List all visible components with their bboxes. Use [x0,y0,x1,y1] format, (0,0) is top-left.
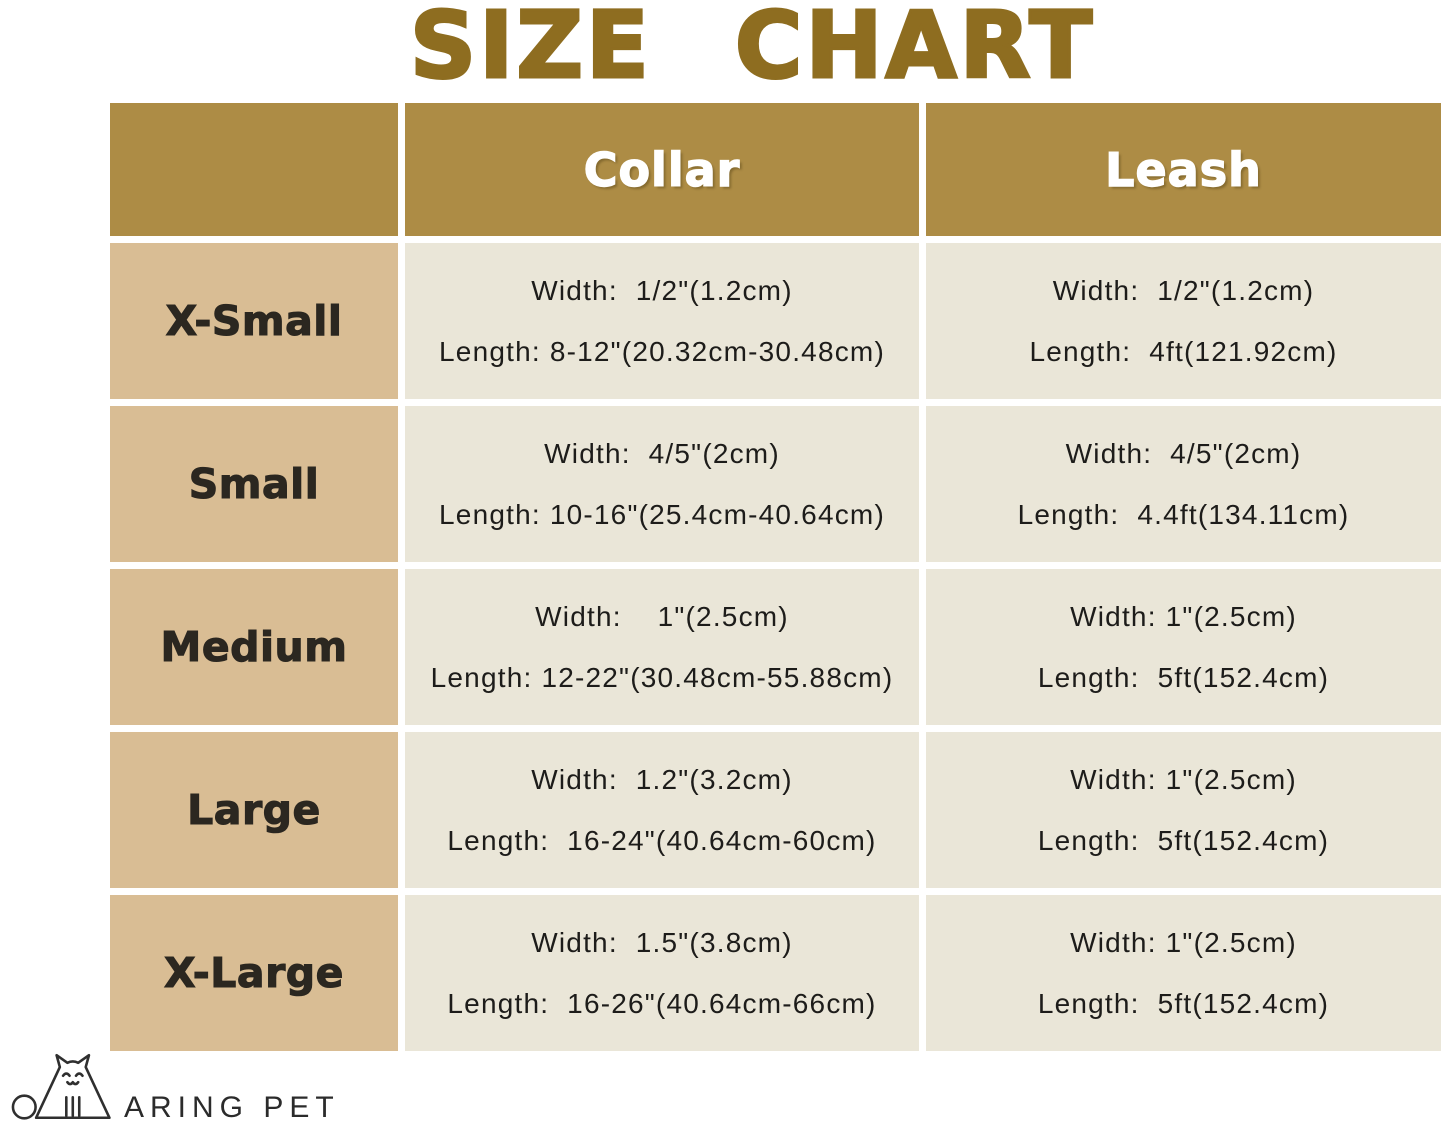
collar-width-value: Width: 1.2"(3.2cm) [531,763,793,795]
leash-width-value: Width: 1"(2.5cm) [1070,763,1297,795]
brand-name: ARING PET [124,1091,340,1124]
size-label-cell-small: Small [110,406,398,562]
leash-width-value: Width: 4/5"(2cm) [1065,437,1302,469]
cat-logo-icon [10,1052,114,1126]
leash-cell-xsmall: Width: 1/2"(1.2cm) Length: 4ft(121.92cm) [926,243,1441,399]
collar-cell-xlarge: Width: 1.5"(3.8cm) Length: 16-26"(40.64c… [405,895,919,1051]
leash-width-value: Width: 1"(2.5cm) [1070,926,1297,958]
collar-length-value: Length: 10-16"(25.4cm-40.64cm) [439,498,885,530]
leash-length-value: Length: 5ft(152.4cm) [1037,987,1330,1019]
collar-width-value: Width: 1/2"(1.2cm) [531,274,793,306]
header-cell-collar: Collar [405,103,919,236]
leash-length-value: Length: 4ft(121.92cm) [1029,335,1338,367]
size-label: X-Small [165,296,343,345]
collar-width-value: Width: 4/5"(2cm) [544,437,780,469]
header-cell-empty [110,103,398,236]
size-label: Large [187,785,321,834]
collar-length-value: Length: 12-22"(30.48cm-55.88cm) [430,661,894,693]
leash-cell-medium: Width: 1"(2.5cm) Length: 5ft(152.4cm) [926,569,1441,725]
collar-cell-large: Width: 1.2"(3.2cm) Length: 16-24"(40.64c… [405,732,919,888]
size-label-cell-xsmall: X-Small [110,243,398,399]
leash-length-value: Length: 4.4ft(134.11cm) [1017,498,1350,530]
collar-cell-xsmall: Width: 1/2"(1.2cm) Length: 8-12"(20.32cm… [405,243,919,399]
size-label: Small [188,459,320,508]
collar-length-value: Length: 8-12"(20.32cm-30.48cm) [439,335,885,367]
size-label-cell-large: Large [110,732,398,888]
collar-column-header: Collar [583,142,741,197]
header-cell-leash: Leash [926,103,1441,236]
size-label: Medium [160,622,348,671]
collar-width-value: Width: 1"(2.5cm) [535,600,789,632]
leash-length-value: Length: 5ft(152.4cm) [1037,824,1330,856]
collar-length-value: Length: 16-24"(40.64cm-60cm) [447,824,877,856]
collar-length-value: Length: 16-26"(40.64cm-66cm) [447,987,877,1019]
leash-cell-large: Width: 1"(2.5cm) Length: 5ft(152.4cm) [926,732,1441,888]
page-title: SIZE CHART [408,0,1096,99]
size-label-cell-medium: Medium [110,569,398,725]
size-label-cell-xlarge: X-Large [110,895,398,1051]
collar-width-value: Width: 1.5"(3.8cm) [531,926,793,958]
collar-cell-medium: Width: 1"(2.5cm) Length: 12-22"(30.48cm-… [405,569,919,725]
leash-length-value: Length: 5ft(152.4cm) [1037,661,1330,693]
size-chart-table: Collar Leash X-Small Width: 1/2"(1.2cm) … [110,103,1441,1051]
leash-column-header: Leash [1104,142,1262,197]
brand-logo: ARING PET [10,1053,340,1126]
size-label: X-Large [163,948,344,997]
leash-cell-xlarge: Width: 1"(2.5cm) Length: 5ft(152.4cm) [926,895,1441,1051]
leash-width-value: Width: 1"(2.5cm) [1070,600,1297,632]
leash-cell-small: Width: 4/5"(2cm) Length: 4.4ft(134.11cm) [926,406,1441,562]
leash-width-value: Width: 1/2"(1.2cm) [1052,274,1315,306]
collar-cell-small: Width: 4/5"(2cm) Length: 10-16"(25.4cm-4… [405,406,919,562]
